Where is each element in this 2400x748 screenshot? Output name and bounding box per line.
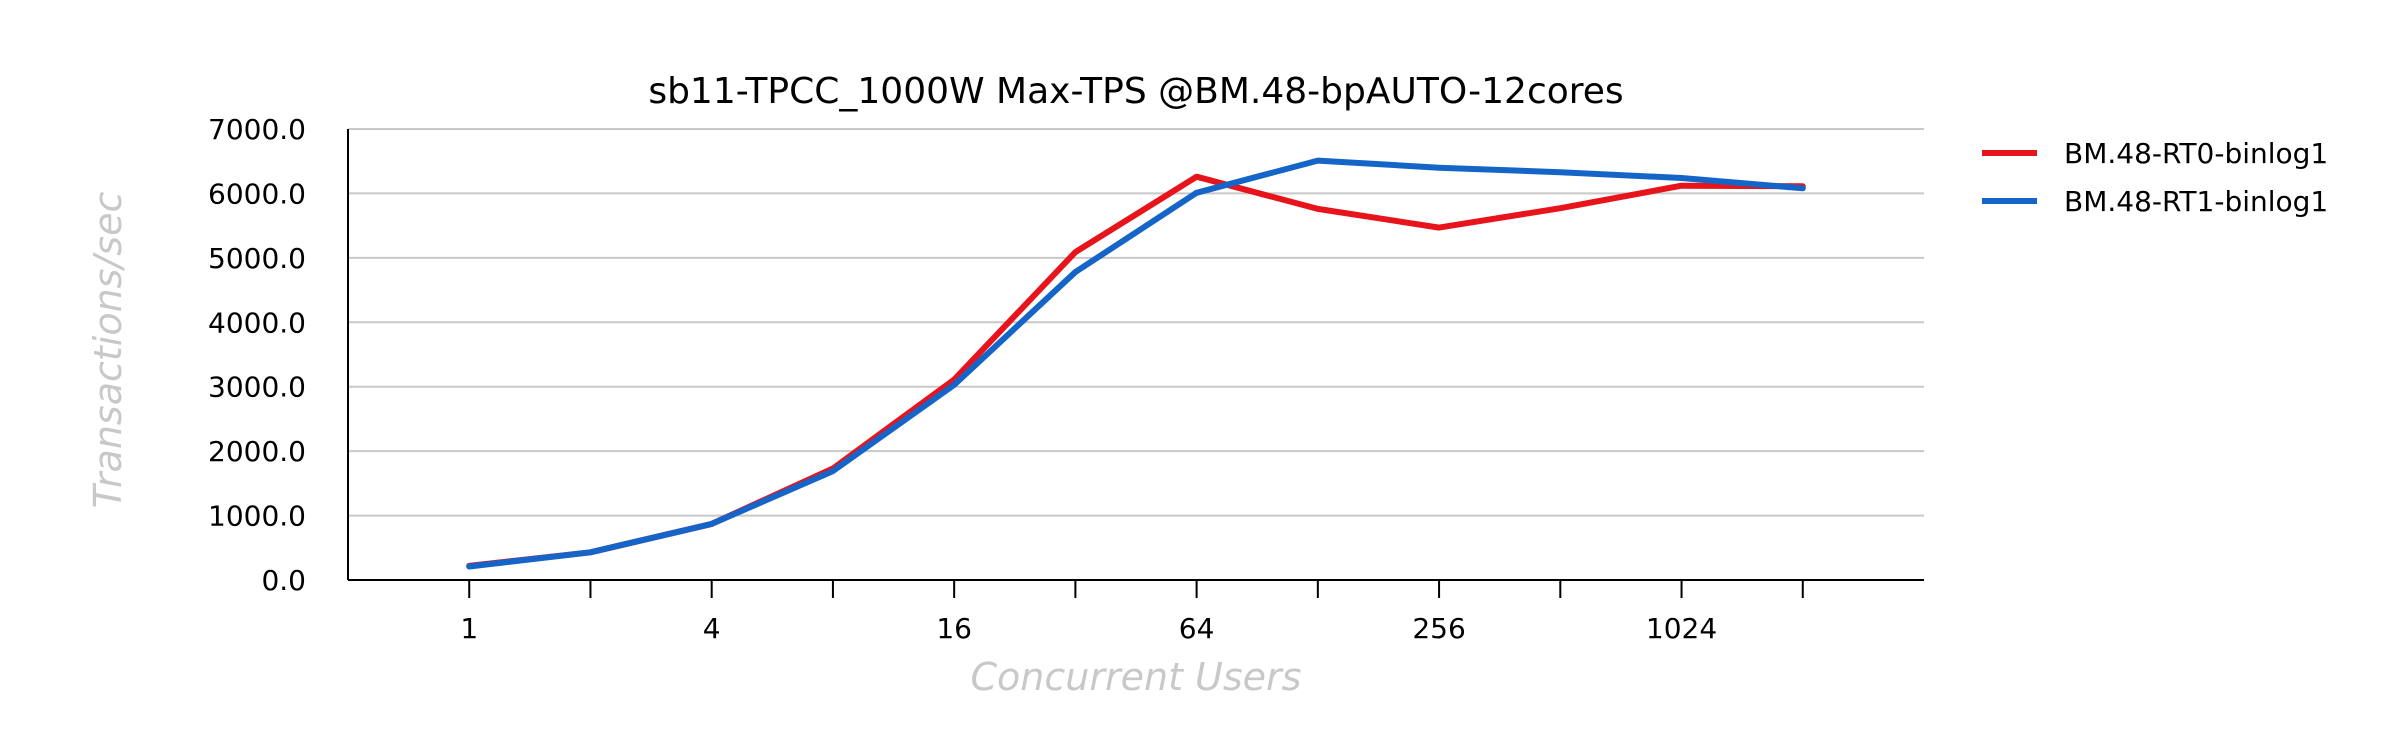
x-axis-title: Concurrent Users <box>971 655 1302 699</box>
chart-title: sb11-TPCC_1000W Max-TPS @BM.48-bpAUTO-12… <box>648 71 1623 112</box>
axes <box>347 129 1924 598</box>
y-tick-label: 0.0 <box>261 564 306 597</box>
x-tick-label: 16 <box>936 612 972 645</box>
gridlines <box>348 128 1924 517</box>
y-tick-label: 6000.0 <box>208 177 306 210</box>
y-axis-title: Transactions/sec <box>86 192 130 509</box>
y-tick-label: 7000.0 <box>208 113 306 146</box>
y-tick-label: 2000.0 <box>208 435 306 468</box>
y-tick-label: 5000.0 <box>208 242 306 275</box>
x-tick-label: 64 <box>1179 612 1215 645</box>
x-tick-label: 256 <box>1412 612 1465 645</box>
tick-labels: 0.0 1000.0 2000.0 3000.0 4000.0 5000.0 6000.0 7… <box>208 113 1717 645</box>
y-tick-label: 3000.0 <box>208 371 306 404</box>
legend-label-2: BM.48-RT1-binlog1 <box>2064 185 2328 218</box>
series-lines <box>466 157 1806 570</box>
x-tick-label: 1024 <box>1646 612 1717 645</box>
y-tick-label: 1000.0 <box>208 500 306 533</box>
y-tick-label: 4000.0 <box>208 306 306 339</box>
x-tick-label: 4 <box>703 612 721 645</box>
x-tick-label: 1 <box>460 612 478 645</box>
series-line-2 <box>466 157 1806 570</box>
legend: BM.48-RT0-binlog1 BM.48-RT1-binlog1 <box>1982 137 2328 218</box>
legend-label-1: BM.48-RT0-binlog1 <box>2064 137 2328 170</box>
